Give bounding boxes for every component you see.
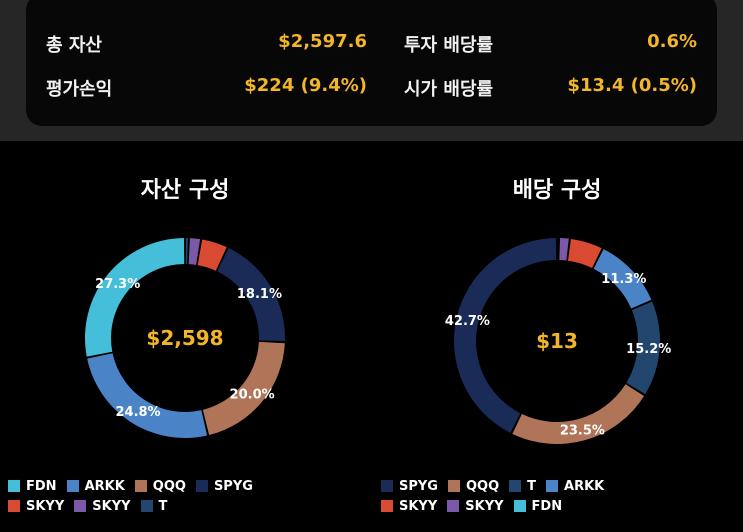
summary-card [26, 0, 717, 126]
market-yield-label: 시가 배당률 [404, 79, 494, 100]
legend-item-spyg-3[interactable]: SPYG [195, 478, 253, 494]
legend-label: SKYY [465, 498, 504, 514]
asset-chart-title: 자산 구성 [140, 178, 230, 203]
slice-fdn-6[interactable] [85, 238, 185, 357]
legend-swatch [447, 480, 460, 492]
legend-label: SKYY [26, 498, 65, 514]
slice-label-qqq: 23.5% [560, 423, 605, 438]
slice-qqq-4[interactable] [202, 341, 285, 436]
market-yield-value: $13.4 (0.5%) [567, 75, 697, 96]
legend-label: SKYY [399, 498, 438, 514]
slice-arkk-3[interactable] [593, 249, 652, 309]
legend-swatch [509, 480, 522, 492]
legend-label: ARKK [564, 478, 605, 494]
legend-swatch [546, 480, 559, 492]
dividend-legend: SPYG QQQ T ARKK SKYY SKYY FDN [381, 478, 661, 514]
legend-item-skyy-5[interactable]: SKYY [447, 498, 504, 514]
legend-item-fdn-6[interactable]: FDN [513, 498, 563, 514]
slice-label-arkk: 24.8% [115, 405, 160, 420]
legend-item-t-6[interactable]: T [140, 498, 168, 514]
legend-item-qqq-1[interactable]: QQQ [447, 478, 500, 494]
slice-arkk-5[interactable] [87, 353, 208, 438]
legend-label: FDN [531, 498, 563, 514]
legend-item-skyy-5[interactable]: SKYY [74, 498, 131, 514]
legend-item-arkk-1[interactable]: ARKK [66, 478, 125, 494]
legend-swatch [195, 480, 208, 492]
slice-t-0[interactable] [185, 238, 188, 265]
slice-spyg-6[interactable] [454, 238, 557, 433]
slice-skyy-2[interactable] [197, 239, 227, 271]
slice-qqq-5[interactable] [512, 384, 645, 444]
pnl-value: $224 (9.4%) [244, 75, 367, 96]
legend-swatch [513, 500, 526, 512]
legend-label: FDN [26, 478, 57, 494]
legend-swatch [447, 500, 460, 512]
legend-item-fdn-0[interactable]: FDN [8, 478, 57, 494]
dividend-chart-title: 배당 구성 [512, 178, 602, 203]
total-assets-value: $2,597.6 [278, 31, 367, 52]
invest-yield-value: 0.6% [647, 31, 697, 52]
legend-item-qqq-2[interactable]: QQQ [134, 478, 186, 494]
legend-label: QQQ [152, 478, 186, 494]
slice-spyg-3[interactable] [217, 247, 285, 342]
legend-swatch [8, 480, 20, 492]
legend-label: SPYG [213, 478, 253, 494]
slice-label-t: 15.2% [626, 342, 671, 357]
legend-item-arkk-3[interactable]: ARKK [546, 478, 605, 494]
donut-center-total: $13 [536, 329, 578, 353]
legend-label: SPYG [399, 478, 438, 494]
donut-center-total: $2,598 [146, 326, 223, 350]
asset-donut-chart[interactable]: 18.1% 20.0% 24.8% 27.3% $2,598 [85, 238, 285, 438]
legend-swatch [140, 500, 153, 512]
slice-skyy-2[interactable] [567, 238, 602, 269]
legend-label: T [158, 498, 168, 514]
slice-skyy-1[interactable] [559, 238, 569, 261]
slice-skyy-1[interactable] [188, 238, 201, 265]
asset-legend: FDN ARKK QQQ SPYG SKYY SKYY T [8, 478, 308, 514]
legend-label: QQQ [465, 478, 500, 494]
legend-item-skyy-4[interactable]: SKYY [8, 498, 65, 514]
slice-label-fdn: 27.3% [95, 277, 140, 292]
slice-label-spyg: 42.7% [445, 314, 490, 329]
total-assets-label: 총 자산 [46, 35, 102, 56]
legend-swatch [381, 480, 393, 492]
slice-label-arkk: 11.3% [601, 272, 646, 287]
invest-yield-label: 투자 배당률 [404, 35, 494, 56]
legend-label: ARKK [84, 478, 125, 494]
legend-swatch [74, 500, 87, 512]
legend-label: T [527, 478, 537, 494]
legend-label: SKYY [92, 498, 131, 514]
legend-item-t-2[interactable]: T [509, 478, 537, 494]
legend-item-skyy-4[interactable]: SKYY [381, 498, 438, 514]
slice-t-4[interactable] [626, 301, 660, 395]
slice-label-spyg: 18.1% [237, 287, 282, 302]
slice-label-qqq: 20.0% [230, 387, 275, 402]
pnl-label: 평가손익 [46, 79, 113, 100]
legend-swatch [134, 480, 147, 492]
legend-swatch [8, 500, 20, 512]
legend-swatch [381, 500, 393, 512]
legend-item-spyg-0[interactable]: SPYG [381, 478, 438, 494]
legend-swatch [66, 480, 79, 492]
dividend-donut-chart[interactable]: 11.3% 15.2% 23.5% 42.7% $13 [445, 238, 671, 444]
